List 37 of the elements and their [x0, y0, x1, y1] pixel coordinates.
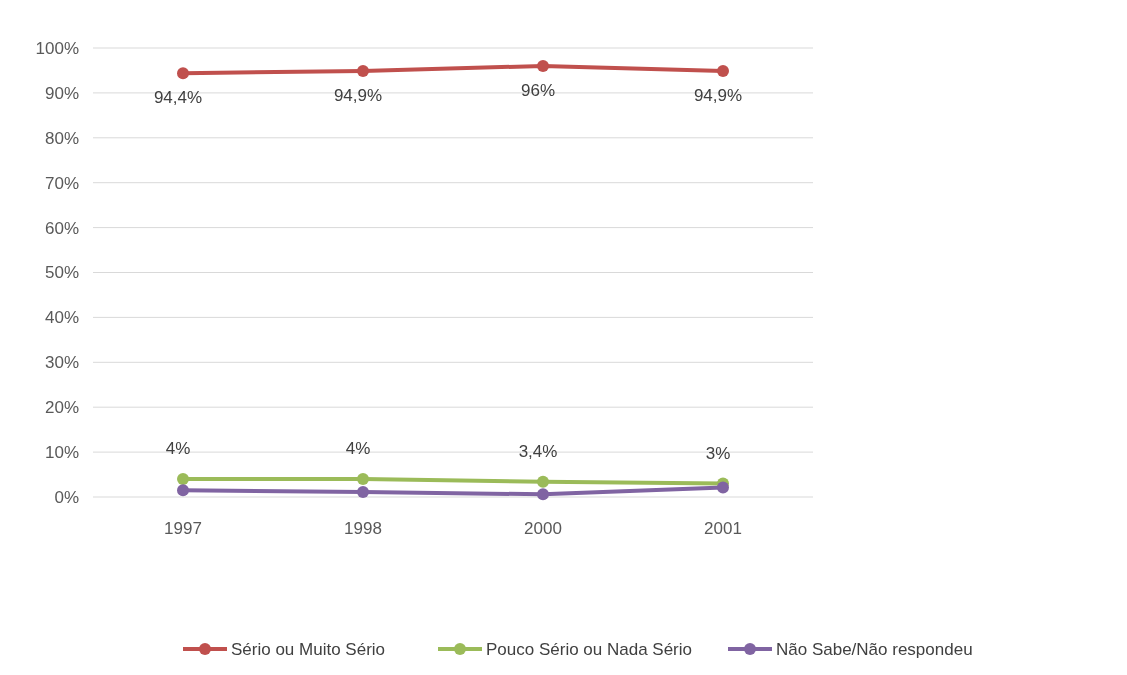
data-label: 94,4%: [153, 88, 203, 108]
y-tick-label: 70%: [44, 173, 79, 193]
legend-label: Não Sabe/Não respondeu: [776, 639, 973, 659]
point: [177, 484, 189, 497]
point: [537, 475, 549, 488]
data-label: 3,4%: [518, 441, 558, 461]
point: [537, 488, 549, 501]
point: [177, 67, 189, 80]
y-tick-label: 100%: [35, 38, 79, 58]
data-label: 94,9%: [333, 85, 383, 105]
data-label: 4%: [345, 439, 371, 459]
y-tick-label: 40%: [44, 308, 79, 328]
data-label: 94,9%: [693, 85, 743, 105]
legend-label: Pouco Sério ou Nada Sério: [486, 639, 693, 659]
x-tick-label: 2000: [524, 519, 562, 538]
point: [177, 473, 189, 486]
point: [717, 481, 729, 494]
y-tick-label: 80%: [44, 128, 79, 148]
y-tick-label: 30%: [44, 353, 79, 373]
x-tick-label: 1998: [344, 519, 382, 538]
x-tick-label: 1997: [164, 519, 202, 538]
point: [357, 64, 369, 77]
y-tick-label: 20%: [44, 398, 79, 418]
data-label: 96%: [520, 80, 556, 100]
data-label: 4%: [165, 439, 191, 459]
y-tick-label: 0%: [54, 487, 79, 507]
y-tick-label: 60%: [44, 218, 79, 238]
legend-label: Sério ou Muito Sério: [231, 639, 386, 659]
y-tick-label: 10%: [44, 443, 79, 463]
point: [357, 486, 369, 499]
point: [357, 473, 369, 486]
data-label: 3%: [705, 443, 731, 463]
y-tick-label: 50%: [44, 263, 79, 283]
point: [537, 59, 549, 72]
x-tick-label: 2001: [704, 519, 742, 538]
y-tick-label: 90%: [44, 83, 79, 103]
point: [717, 64, 729, 77]
